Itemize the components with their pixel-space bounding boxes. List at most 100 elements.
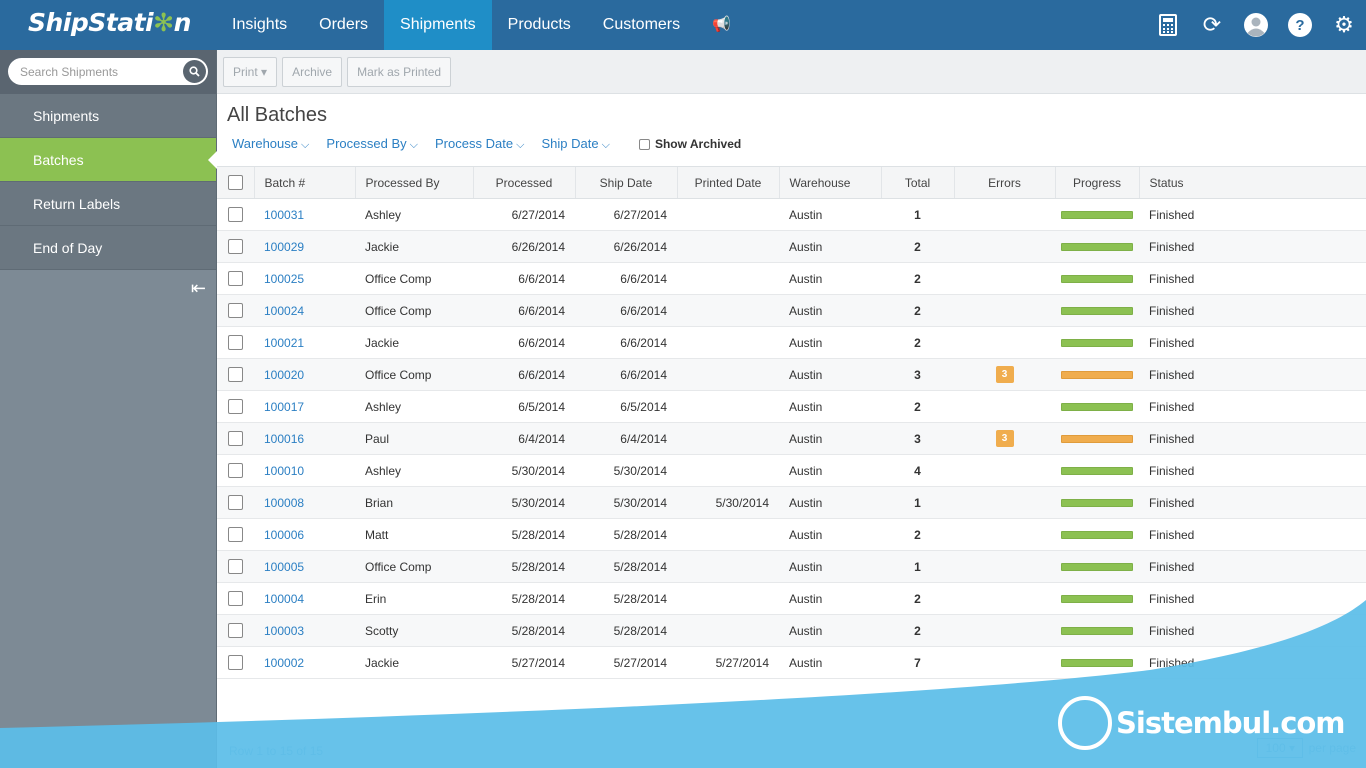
col-header-warehouse[interactable]: Warehouse — [778, 166, 881, 199]
row-checkbox[interactable] — [228, 239, 243, 255]
col-header-printed-date[interactable]: Printed Date — [676, 166, 779, 199]
table-row[interactable]: 100024 Office Comp 6/6/2014 6/6/2014 Austin 2… — [217, 294, 1366, 327]
row-checkbox[interactable] — [228, 367, 243, 383]
batch-number-link[interactable]: 100002 — [264, 655, 305, 670]
table-row[interactable]: 100029 Jackie 6/26/2014 6/26/2014 Austin 2 Fin… — [217, 230, 1366, 263]
batch-number-link[interactable]: 100017 — [264, 399, 305, 414]
batch-number-link[interactable]: 100024 — [264, 303, 305, 318]
col-header-total[interactable]: Total — [880, 166, 954, 199]
sidebar-item-return-labels[interactable]: Return Labels — [0, 182, 216, 226]
sidebar-item-shipments[interactable]: Shipments — [0, 94, 216, 138]
nav-orders[interactable]: Orders — [319, 16, 369, 33]
table-row[interactable]: 100004 Erin 5/28/2014 5/28/2014 Austin 2 Finis… — [217, 582, 1366, 615]
table-row[interactable]: 100008 Brian 5/30/2014 5/30/2014 5/30/2014 Au… — [217, 486, 1366, 519]
table-row[interactable]: 100002 Jackie 5/27/2014 5/27/2014 5/27/2014 A… — [217, 646, 1366, 679]
batch-number-link[interactable]: 100004 — [264, 591, 305, 606]
search-input[interactable] — [8, 58, 178, 85]
select-all-checkbox[interactable] — [227, 175, 243, 191]
row-checkbox[interactable] — [228, 623, 243, 639]
table-row[interactable]: 100031 Ashley 6/27/2014 6/27/2014 Austin 1 Fin… — [217, 198, 1366, 231]
error-count-badge[interactable]: 3 — [995, 430, 1014, 447]
calculator-icon[interactable] — [1146, 0, 1190, 50]
printed-date-cell — [677, 358, 779, 391]
ship-date-cell: 5/28/2014 — [575, 614, 677, 647]
warehouse-cell: Austin — [779, 486, 881, 519]
batch-number-link[interactable]: 100025 — [264, 271, 305, 286]
per-page-select[interactable]: 100 ▾ — [1256, 738, 1303, 758]
table-row[interactable]: 100021 Jackie 6/6/2014 6/6/2014 Austin 2 Finis… — [217, 326, 1366, 359]
filter-ship-date[interactable]: Ship Date ⌵ — [541, 136, 610, 152]
collapse-sidebar-icon[interactable]: ⇤ — [190, 278, 206, 298]
search-icon[interactable] — [183, 60, 206, 83]
user-avatar-icon[interactable] — [1234, 0, 1278, 50]
row-checkbox[interactable] — [228, 655, 243, 671]
row-checkbox[interactable] — [228, 559, 243, 575]
chevron-down-icon: ⌵ — [406, 139, 419, 151]
col-header-ship-date[interactable]: Ship Date — [574, 166, 677, 199]
settings-gear-icon[interactable]: ⚙ — [1334, 12, 1354, 37]
row-checkbox[interactable] — [228, 335, 243, 351]
col-header-status[interactable]: Status — [1138, 166, 1366, 199]
table-row[interactable]: 100010 Ashley 5/30/2014 5/30/2014 Austin 4 Fin… — [217, 454, 1366, 487]
printed-date-cell — [677, 550, 779, 583]
batch-number-link[interactable]: 100020 — [264, 367, 305, 382]
table-row[interactable]: 100025 Office Comp 6/6/2014 6/6/2014 Austin 2… — [217, 262, 1366, 295]
error-count-badge[interactable]: 3 — [995, 366, 1014, 383]
batch-number-link[interactable]: 100003 — [264, 623, 305, 638]
status-cell: Finished — [1139, 262, 1366, 295]
col-header-errors[interactable]: Errors — [953, 166, 1055, 199]
batch-number-link[interactable]: 100029 — [264, 239, 305, 254]
batch-number-link[interactable]: 100021 — [264, 335, 305, 350]
row-checkbox[interactable] — [228, 431, 243, 447]
refresh-icon[interactable]: ⟳ — [1202, 12, 1222, 37]
batch-number-link[interactable]: 100005 — [264, 559, 305, 574]
show-archived-toggle[interactable]: Show Archived — [638, 137, 741, 151]
total-cell: 2 — [881, 262, 954, 295]
progress-bar — [1061, 434, 1133, 443]
row-checkbox[interactable] — [228, 207, 243, 223]
print-button[interactable]: Print ▾ — [223, 57, 278, 87]
filter-warehouse[interactable]: Warehouse ⌵ — [232, 136, 309, 152]
table-row[interactable]: 100016 Paul 6/4/2014 6/4/2014 Austin 3 3 Finish… — [217, 422, 1366, 455]
batch-number-link[interactable]: 100016 — [264, 431, 305, 446]
col-header-progress[interactable]: Progress — [1054, 166, 1139, 199]
row-checkbox[interactable] — [228, 399, 243, 415]
chevron-down-icon: ▾ — [261, 65, 268, 79]
row-checkbox[interactable] — [228, 271, 243, 287]
shipstation-logo[interactable]: ShipStati✻n — [28, 8, 191, 37]
batch-number-link[interactable]: 100031 — [264, 207, 305, 222]
archive-button[interactable]: Archive — [282, 57, 343, 87]
batch-number-link[interactable]: 100010 — [264, 463, 305, 478]
row-checkbox[interactable] — [228, 303, 243, 319]
sidebar-item-end-of-day[interactable]: End of Day — [0, 226, 216, 270]
row-checkbox[interactable] — [228, 527, 243, 543]
row-checkbox[interactable] — [228, 495, 243, 511]
mark-as-printed-button[interactable]: Mark as Printed — [347, 57, 452, 87]
table-row[interactable]: 100003 Scotty 5/28/2014 5/28/2014 Austin 2 Fin… — [217, 614, 1366, 647]
batch-number-link[interactable]: 100008 — [264, 495, 305, 510]
row-select-cell — [217, 582, 254, 615]
filter-process-date[interactable]: Process Date ⌵ — [435, 136, 524, 152]
nav-insights[interactable]: Insights — [232, 16, 288, 33]
table-row[interactable]: 100020 Office Comp 6/6/2014 6/6/2014 Austin 3… — [217, 358, 1366, 391]
nav-customers[interactable]: Customers — [602, 16, 681, 33]
sidebar-item-batches[interactable]: Batches — [0, 138, 217, 182]
col-header-processed[interactable]: Processed — [472, 166, 575, 199]
total-cell: 2 — [881, 390, 954, 423]
batch-number-link[interactable]: 100006 — [264, 527, 305, 542]
row-checkbox[interactable] — [228, 591, 243, 607]
table-row[interactable]: 100005 Office Comp 5/28/2014 5/28/2014 Austi… — [217, 550, 1366, 583]
megaphone-icon[interactable]: 📢 — [712, 16, 731, 33]
table-row[interactable]: 100006 Matt 5/28/2014 5/28/2014 Austin 2 Finis… — [217, 518, 1366, 551]
col-header-batch[interactable]: Batch # — [253, 166, 355, 199]
nav-products[interactable]: Products — [507, 16, 571, 33]
table-row[interactable]: 100017 Ashley 6/5/2014 6/5/2014 Austin 2 Finis… — [217, 390, 1366, 423]
filter-processed-by[interactable]: Processed By ⌵ — [326, 136, 418, 152]
row-checkbox[interactable] — [228, 463, 243, 479]
nav-shipments[interactable]: Shipments — [384, 0, 492, 50]
warehouse-cell: Austin — [779, 262, 881, 295]
col-header-processed-by[interactable]: Processed By — [354, 166, 473, 199]
help-icon[interactable]: ? — [1278, 0, 1322, 50]
show-archived-checkbox[interactable] — [638, 138, 650, 150]
page-title: All Batches — [227, 104, 328, 126]
